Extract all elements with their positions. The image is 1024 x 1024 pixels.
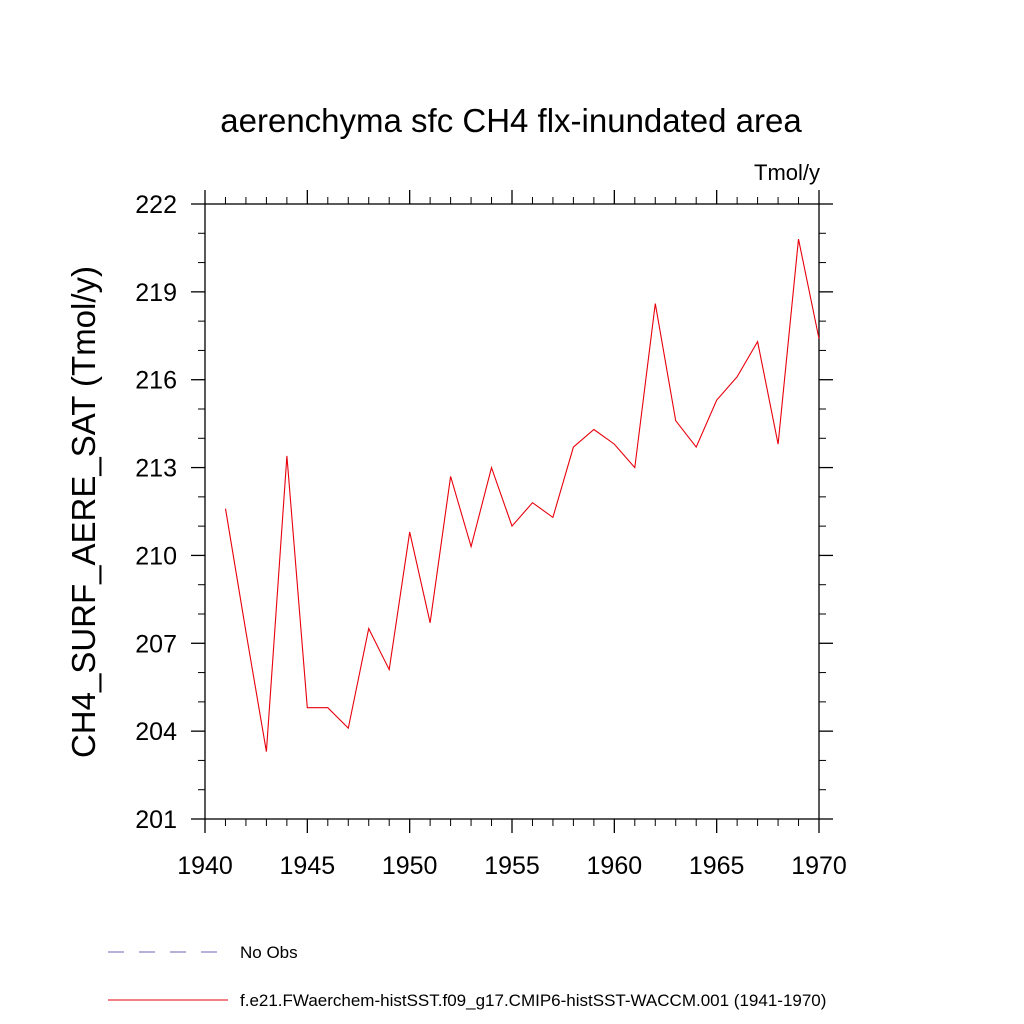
y-tick-label: 216 bbox=[135, 367, 177, 395]
axis-ticks bbox=[191, 190, 833, 833]
y-tick-label: 201 bbox=[135, 806, 177, 834]
tick-labels: 1940 1945 1950 1955 1960 1965 1970 201 204 207 210… bbox=[135, 191, 847, 880]
legend: No Obs f.e21.FWaerchem-histSST.f09_g17.CM… bbox=[108, 943, 826, 1010]
x-tick-label: 1965 bbox=[689, 852, 745, 880]
chart-title: aerenchyma sfc CH4 flx-inundated area bbox=[220, 102, 802, 139]
series-layer bbox=[224, 238, 820, 752]
x-tick-label: 1950 bbox=[382, 852, 438, 880]
legend-label: f.e21.FWaerchem-histSST.f09_g17.CMIP6-hi… bbox=[240, 991, 826, 1010]
plot-frame bbox=[204, 203, 820, 820]
y-tick-label: 207 bbox=[135, 630, 177, 658]
x-tick-label: 1960 bbox=[587, 852, 643, 880]
y-tick-label: 219 bbox=[135, 279, 177, 307]
x-tick-label: 1970 bbox=[791, 852, 847, 880]
y-tick-label: 204 bbox=[135, 718, 177, 746]
y-tick-label: 210 bbox=[135, 542, 177, 570]
x-tick-label: 1945 bbox=[280, 852, 336, 880]
legend-label: No Obs bbox=[240, 943, 298, 962]
x-tick-label: 1955 bbox=[484, 852, 540, 880]
units-label: Tmol/y bbox=[754, 160, 820, 185]
x-tick-label: 1940 bbox=[177, 852, 233, 880]
y-tick-label: 222 bbox=[135, 191, 177, 219]
series-line bbox=[224, 238, 820, 752]
y-axis-label: CH4_SURF_AERE_SAT (Tmol/y) bbox=[65, 266, 102, 758]
y-tick-label: 213 bbox=[135, 455, 177, 483]
